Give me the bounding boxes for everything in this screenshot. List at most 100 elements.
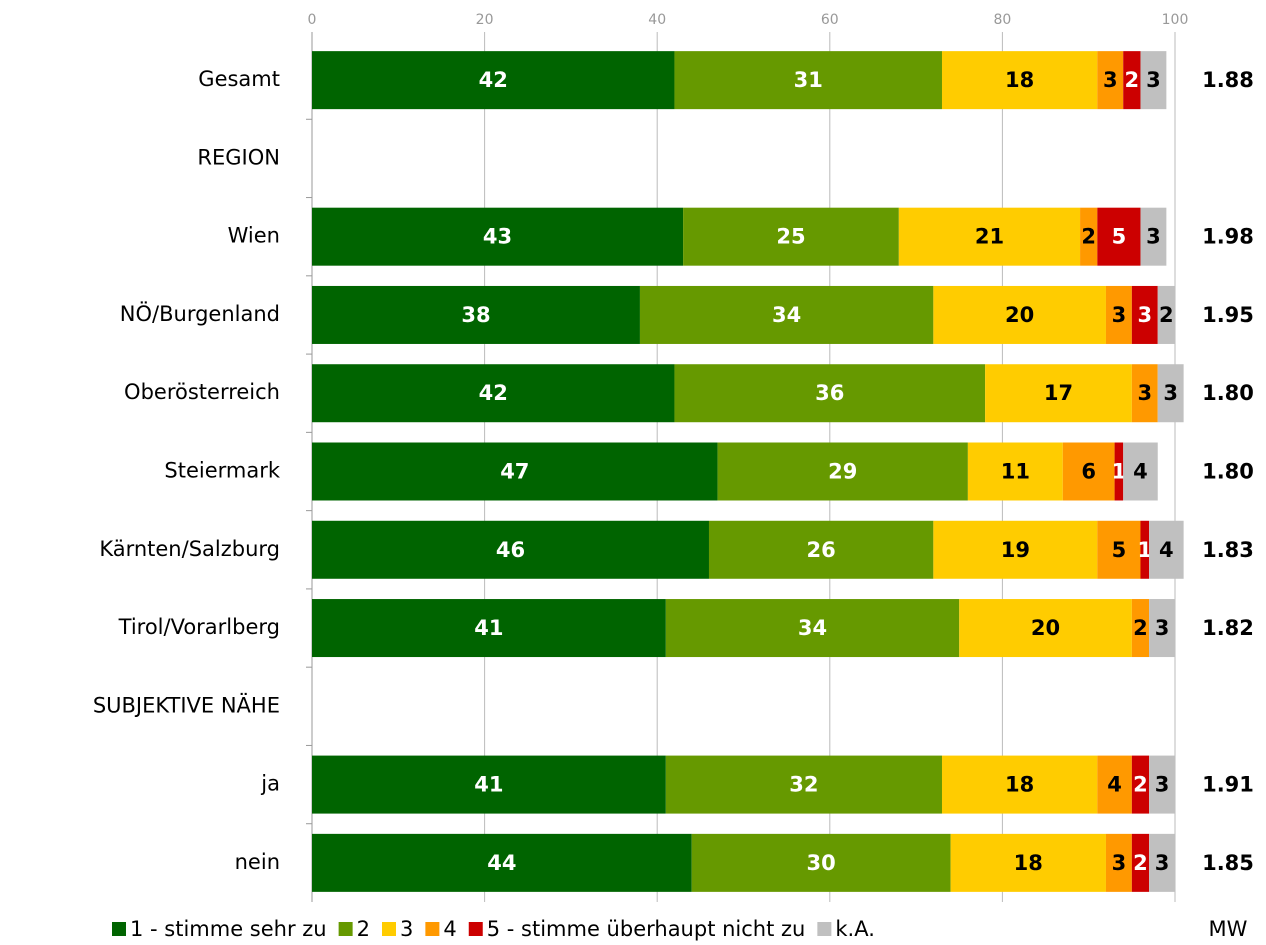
- data-label: 34: [798, 616, 827, 640]
- bar-segment: [941, 51, 1098, 110]
- data-label: 41: [474, 773, 503, 797]
- y-tick-label: Kärnten/Salzburg: [99, 537, 280, 561]
- legend-label: 3: [400, 917, 413, 941]
- data-label: 3: [1112, 851, 1127, 875]
- data-label: 26: [807, 538, 836, 562]
- data-label: 5: [1112, 538, 1127, 562]
- bar-segment: [1080, 207, 1098, 266]
- bar-segment: [1131, 599, 1150, 658]
- bar-segment: [1131, 833, 1150, 892]
- data-label: 34: [772, 303, 801, 327]
- data-label: 3: [1155, 851, 1170, 875]
- x-tick-label: 0: [308, 12, 317, 28]
- data-label: 2: [1159, 303, 1174, 327]
- data-label: 38: [461, 303, 490, 327]
- data-label: 4: [1133, 460, 1148, 484]
- bar-segment: [1097, 207, 1141, 266]
- legend-label: 5 - stimme überhaupt nicht zu: [487, 917, 806, 941]
- data-label: 3: [1137, 381, 1152, 405]
- data-label: 11: [1001, 460, 1030, 484]
- data-label: 3: [1103, 68, 1118, 92]
- bar-segment: [985, 364, 1132, 423]
- data-label: 42: [479, 68, 508, 92]
- bar-segment: [1149, 520, 1184, 579]
- bar-segment: [967, 442, 1063, 501]
- x-tick-label: 100: [1162, 12, 1189, 28]
- bar-segment: [683, 207, 899, 266]
- legend-label: k.A.: [835, 917, 875, 941]
- data-label: 1: [1137, 538, 1152, 562]
- bar-segment: [1105, 833, 1132, 892]
- legend-label: 1 - stimme sehr zu: [130, 917, 327, 941]
- bar-segment: [898, 207, 1081, 266]
- legend-label: 4: [443, 917, 456, 941]
- y-tick-label: Tirol/Vorarlberg: [118, 615, 280, 639]
- y-tick-label: Oberösterreich: [124, 380, 280, 404]
- bar-segment: [1157, 364, 1184, 423]
- bar-segment: [1123, 51, 1141, 110]
- data-label: 2: [1125, 68, 1140, 92]
- bar-segment: [1157, 285, 1175, 344]
- bar-segment: [312, 285, 640, 344]
- bar-segment: [639, 285, 934, 344]
- legend-swatch: [338, 922, 353, 936]
- bar-segment: [312, 833, 692, 892]
- x-tick-label: 40: [648, 12, 666, 28]
- bar-segment: [1062, 442, 1115, 501]
- y-tick-label: ja: [260, 772, 280, 796]
- legend-swatch: [425, 922, 440, 936]
- data-label: 31: [794, 68, 823, 92]
- data-label: 2: [1133, 851, 1148, 875]
- bar-segment: [1123, 442, 1158, 501]
- bar-segment: [933, 285, 1106, 344]
- y-tick-label: Wien: [228, 224, 280, 248]
- bar-segment: [312, 599, 666, 658]
- data-label: 2: [1081, 225, 1096, 249]
- legend-label: 2: [357, 917, 370, 941]
- data-label: 19: [1001, 538, 1030, 562]
- bar-segment: [674, 51, 942, 110]
- y-tick-label: nein: [235, 850, 280, 874]
- legend-swatch: [382, 922, 396, 936]
- bar-segment: [959, 599, 1132, 658]
- data-label: 36: [815, 381, 844, 405]
- bar-segment: [1149, 755, 1175, 814]
- data-label: 1: [1112, 460, 1127, 484]
- bar-segment: [708, 520, 934, 579]
- y-tick-label: Steiermark: [164, 459, 280, 483]
- bar-segment: [1097, 520, 1141, 579]
- data-label: 41: [474, 616, 503, 640]
- data-label: 29: [828, 460, 857, 484]
- bar-segment: [1097, 51, 1124, 110]
- data-label: 43: [483, 225, 512, 249]
- mw-label: 1.80: [1202, 460, 1254, 484]
- bar-segment: [665, 599, 960, 658]
- mw-label: 1.88: [1202, 68, 1254, 92]
- mw-label: 1.82: [1202, 616, 1254, 640]
- data-label: 20: [1031, 616, 1060, 640]
- bar-segment: [312, 442, 718, 501]
- bar-segment: [941, 755, 1098, 814]
- x-tick-label: 80: [993, 12, 1011, 28]
- bar-segment: [1097, 755, 1132, 814]
- data-label: 42: [479, 381, 508, 405]
- mw-label: 1.80: [1202, 381, 1254, 405]
- data-label: 21: [975, 225, 1004, 249]
- bar-segment: [665, 755, 942, 814]
- y-tick-label: REGION: [197, 145, 280, 169]
- bar-segment: [950, 833, 1106, 892]
- data-label: 44: [487, 851, 516, 875]
- legend-swatch: [817, 922, 832, 936]
- legend-swatch: [468, 922, 483, 936]
- data-label: 5: [1112, 225, 1127, 249]
- bar-segment: [1140, 207, 1167, 266]
- bar-segment: [933, 520, 1098, 579]
- bar-segment: [1131, 364, 1158, 423]
- data-label: 46: [496, 538, 525, 562]
- data-label: 3: [1137, 303, 1152, 327]
- bar-segment: [1105, 285, 1132, 344]
- data-label: 3: [1155, 616, 1170, 640]
- data-label: 25: [776, 225, 805, 249]
- data-label: 3: [1146, 68, 1161, 92]
- mw-label: 1.95: [1202, 303, 1254, 327]
